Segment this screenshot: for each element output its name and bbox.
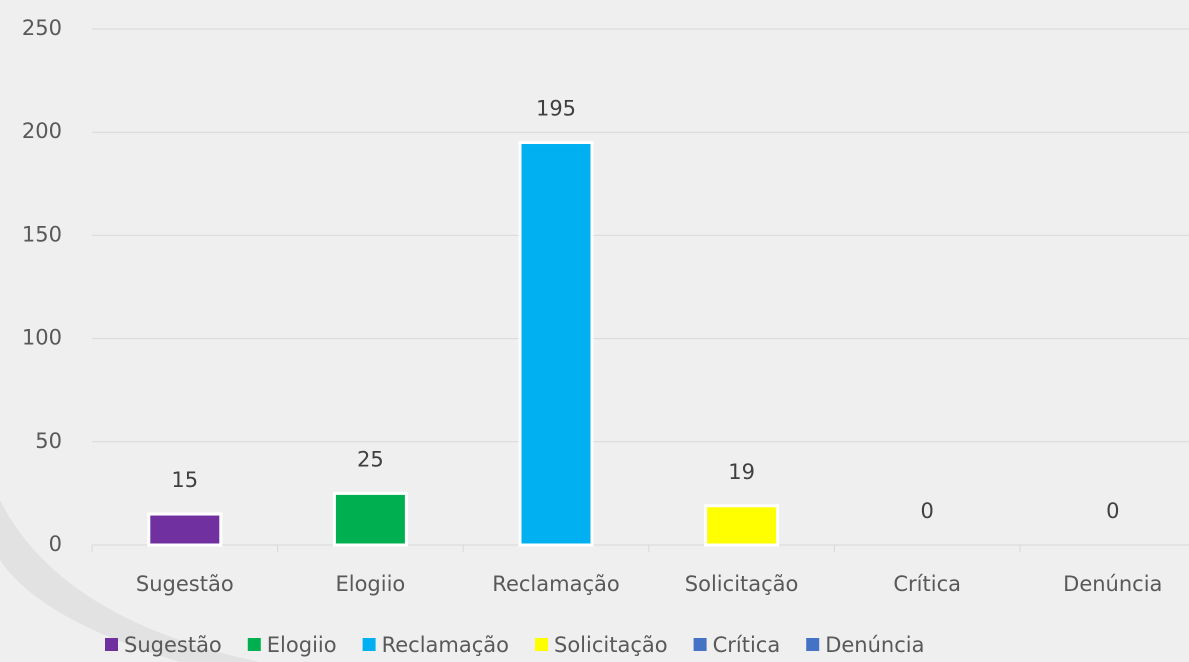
y-tick-label: 100 [22, 326, 62, 350]
y-tick-label: 150 [22, 222, 62, 246]
data-label: 25 [357, 447, 384, 471]
legend-swatch [693, 638, 707, 651]
data-label: 195 [536, 97, 576, 121]
legend-swatch [247, 638, 261, 651]
legend-label: Elogiio [267, 633, 337, 657]
x-tick-label: Solicitação [685, 572, 799, 596]
legend-swatch [362, 638, 376, 651]
legend-swatch [806, 638, 820, 651]
decoration [0, 500, 260, 662]
y-tick-label: 50 [35, 429, 62, 453]
data-label: 0 [1106, 499, 1119, 523]
legend-label: Solicitação [554, 633, 668, 657]
x-tick-label: Sugestão [136, 572, 234, 596]
x-tick-label: Elogiio [335, 572, 405, 596]
x-tick-label: Reclamação [492, 572, 619, 596]
legend-swatch [105, 638, 118, 651]
bar [332, 491, 408, 547]
data-label: 15 [171, 468, 198, 492]
y-tick-label: 250 [22, 16, 62, 40]
y-tick-label: 0 [49, 532, 62, 556]
bar [704, 504, 780, 547]
legend-label: Denúncia [825, 633, 924, 657]
data-label: 0 [921, 499, 934, 523]
bar [518, 141, 594, 547]
bar [147, 512, 223, 547]
legend-label: Crítica [713, 633, 781, 657]
x-tick-label: Crítica [893, 572, 961, 596]
data-label: 19 [728, 460, 755, 484]
legend-label: Reclamação [382, 633, 509, 657]
x-tick-label: Denúncia [1063, 572, 1162, 596]
legend-label: Sugestão [124, 633, 222, 657]
legend-swatch [535, 638, 548, 651]
y-tick-label: 200 [22, 119, 62, 143]
